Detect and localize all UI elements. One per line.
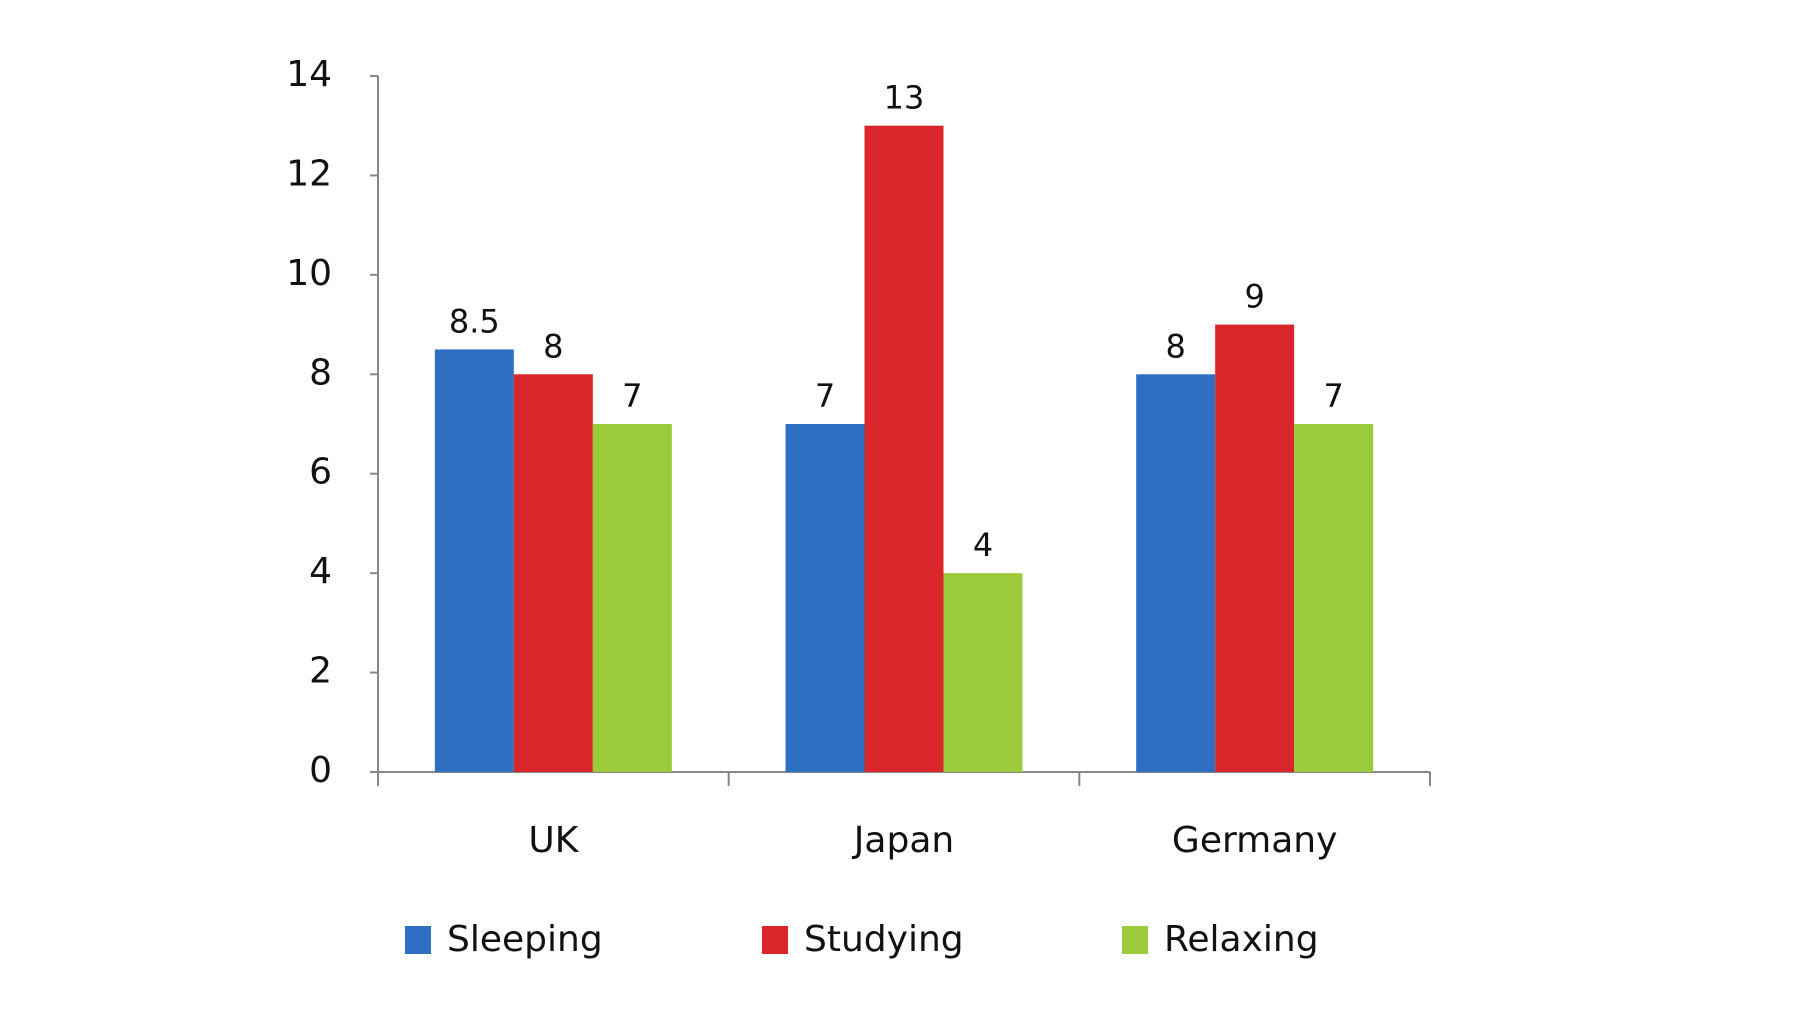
legend-label: Studying [804, 919, 964, 960]
y-tick-label: 14 [286, 54, 332, 95]
y-tick-label: 2 [309, 651, 332, 692]
legend-label: Relaxing [1164, 919, 1319, 960]
legend-swatch [1122, 926, 1148, 954]
bar [1215, 324, 1295, 772]
y-tick-label: 8 [309, 352, 332, 393]
value-label: 13 [884, 79, 925, 117]
legend-label: Sleeping [447, 919, 603, 960]
value-label: 7 [815, 377, 835, 415]
y-tick-label: 12 [286, 153, 332, 194]
value-label: 8 [543, 327, 563, 365]
bar [785, 424, 865, 772]
bar [513, 374, 593, 772]
x-tick-label: Germany [1172, 820, 1337, 861]
value-label: 8 [1165, 327, 1185, 365]
bar [434, 349, 514, 772]
legend-swatch [762, 926, 788, 954]
value-label: 7 [1323, 377, 1343, 415]
x-tick-label: UK [528, 820, 579, 861]
y-tick-label: 0 [309, 750, 332, 791]
bar [864, 125, 944, 772]
x-tick-label: Japan [852, 820, 954, 861]
value-label: 7 [622, 377, 642, 415]
y-tick-label: 6 [309, 452, 332, 493]
value-label: 4 [973, 526, 993, 564]
bar [1136, 374, 1216, 772]
bar [1294, 424, 1374, 772]
bar [592, 424, 672, 772]
legend-swatch [405, 926, 431, 954]
y-tick-label: 4 [309, 551, 332, 592]
y-tick-label: 10 [286, 253, 332, 294]
bar [943, 573, 1023, 772]
value-label: 8.5 [449, 302, 500, 340]
value-label: 9 [1244, 278, 1264, 316]
